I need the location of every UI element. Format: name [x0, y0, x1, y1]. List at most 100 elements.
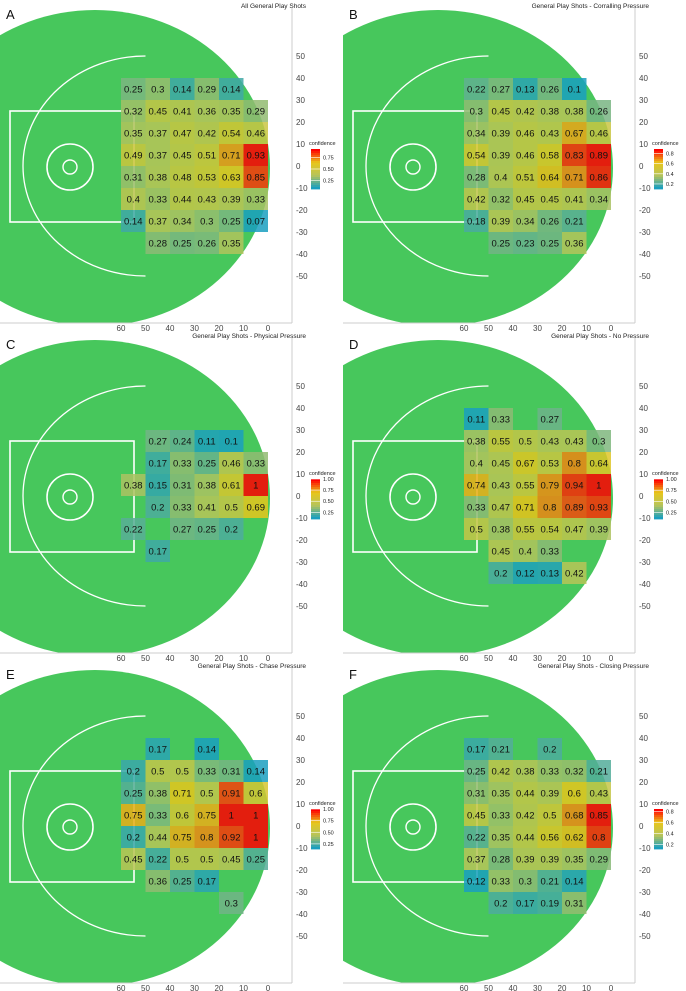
- legend-colorbar-segment: [311, 833, 320, 836]
- cell-value-label: 0.89: [590, 150, 609, 161]
- y-tick-label: -50: [296, 272, 308, 281]
- panel-letter: D: [349, 337, 358, 352]
- heatmap-cell: [562, 100, 587, 122]
- cell-value-label: 0.29: [198, 84, 217, 95]
- legend-colorbar-segment: [654, 167, 663, 170]
- cell-value-label: 0.71: [222, 150, 241, 161]
- heatmap-cell: [219, 430, 244, 452]
- legend-colorbar-segment: [654, 841, 663, 844]
- cell-value-label: 0.17: [467, 744, 486, 755]
- cell-value-label: 0.5: [200, 854, 213, 865]
- cell-value-label: 0.38: [149, 788, 168, 799]
- cell-value-label: 0.55: [516, 480, 535, 491]
- heatmap-cell: [488, 144, 513, 166]
- legend-colorbar-segment: [311, 181, 320, 184]
- heatmap-cell: [488, 826, 513, 848]
- cell-value-label: 0.35: [222, 238, 241, 249]
- heatmap-cell: [194, 760, 219, 782]
- heatmap-cell: [513, 760, 538, 782]
- heatmap-cell: [170, 122, 195, 144]
- cell-value-label: 0.4: [127, 194, 140, 205]
- y-tick-label: -20: [296, 866, 308, 875]
- heatmap-cell: [488, 562, 513, 584]
- cell-value-label: 0.36: [198, 106, 217, 117]
- y-tick-label: -20: [296, 206, 308, 215]
- heatmap-cell: [243, 122, 268, 144]
- cell-value-label: 0.13: [541, 568, 560, 579]
- cell-value-label: 0.71: [565, 172, 584, 183]
- cell-value-label: 0.5: [519, 436, 532, 447]
- heatmap-cell: [586, 166, 611, 188]
- heatmap-cell: [243, 100, 268, 122]
- cell-value-label: 0.21: [590, 766, 609, 777]
- y-tick-label: -10: [296, 844, 308, 853]
- center-square: [9, 440, 135, 553]
- legend-colorbar-segment: [311, 513, 320, 516]
- cell-value-label: 0.45: [516, 194, 535, 205]
- heatmap-cell: [488, 760, 513, 782]
- y-tick-label: -20: [296, 536, 308, 545]
- heatmap-cell: [586, 518, 611, 540]
- y-tick-label: 10: [296, 140, 305, 149]
- heatmap-cell: [219, 166, 244, 188]
- heatmap-cell: [219, 210, 244, 232]
- heatmap-cell: [121, 210, 146, 232]
- heatmap-cell: [194, 782, 219, 804]
- heatmap-cell: [513, 826, 538, 848]
- y-tick-label: 20: [296, 448, 305, 457]
- legend-colorbar-segment: [311, 809, 320, 812]
- cell-value-label: 0.26: [541, 84, 560, 95]
- x-tick-label: 30: [190, 984, 199, 991]
- x-tick-label: 50: [484, 654, 493, 663]
- cell-value-label: 1: [229, 810, 234, 821]
- heatmap-cell: [488, 452, 513, 474]
- heatmap-cell: [219, 144, 244, 166]
- y-tick-label: -20: [639, 866, 651, 875]
- legend-colorbar-segment: [654, 507, 663, 510]
- cell-value-label: 0.25: [467, 766, 486, 777]
- y-tick-label: 20: [639, 778, 648, 787]
- legend-title: confidence: [309, 141, 336, 147]
- legend-colorbar-segment: [311, 515, 320, 518]
- heatmap-cell: [464, 760, 489, 782]
- heatmap-cell: [513, 782, 538, 804]
- cell-value-label: 0.45: [149, 106, 168, 117]
- cell-value-label: 0.45: [492, 546, 511, 557]
- cell-value-label: 0.93: [590, 502, 609, 513]
- heatmap-cell: [219, 826, 244, 848]
- heatmap-cell: [145, 782, 170, 804]
- cell-value-label: 0.6: [176, 810, 189, 821]
- cell-value-label: 0.28: [467, 172, 486, 183]
- cell-value-label: 0.6: [568, 788, 581, 799]
- cell-value-label: 0.46: [247, 128, 266, 139]
- cell-value-label: 0.4: [494, 172, 507, 183]
- heatmap-cell: [170, 474, 195, 496]
- heatmap-cell: [562, 782, 587, 804]
- y-tick-label: 50: [296, 712, 305, 721]
- legend-tick-label: 0.50: [323, 499, 334, 505]
- cell-value-label: 0.35: [565, 854, 584, 865]
- legend-tick-label: 0.75: [323, 819, 334, 825]
- heatmap-cell: [219, 122, 244, 144]
- cell-value-label: 0.35: [492, 832, 511, 843]
- heatmap-cell: [537, 78, 562, 100]
- cell-value-label: 0.25: [124, 84, 143, 95]
- y-tick-label: 0: [296, 822, 301, 831]
- heatmap-cell: [586, 144, 611, 166]
- cell-value-label: 0.39: [492, 128, 511, 139]
- cell-value-label: 0.33: [149, 194, 168, 205]
- cell-value-label: 0.07: [247, 216, 266, 227]
- y-tick-label: -30: [639, 888, 651, 897]
- x-tick-label: 40: [509, 984, 518, 991]
- cell-value-label: 0.32: [565, 766, 584, 777]
- legend-colorbar-segment: [311, 151, 320, 154]
- y-tick-label: 10: [639, 470, 648, 479]
- heatmap-cell: [121, 188, 146, 210]
- legend-colorbar-segment: [311, 487, 320, 490]
- cell-value-label: 0.35: [492, 788, 511, 799]
- cell-value-label: 0.22: [124, 524, 143, 535]
- heatmap-cell: [194, 210, 219, 232]
- heatmap-cell: [537, 188, 562, 210]
- legend-colorbar-segment: [654, 815, 663, 818]
- legend-colorbar-segment: [654, 487, 663, 490]
